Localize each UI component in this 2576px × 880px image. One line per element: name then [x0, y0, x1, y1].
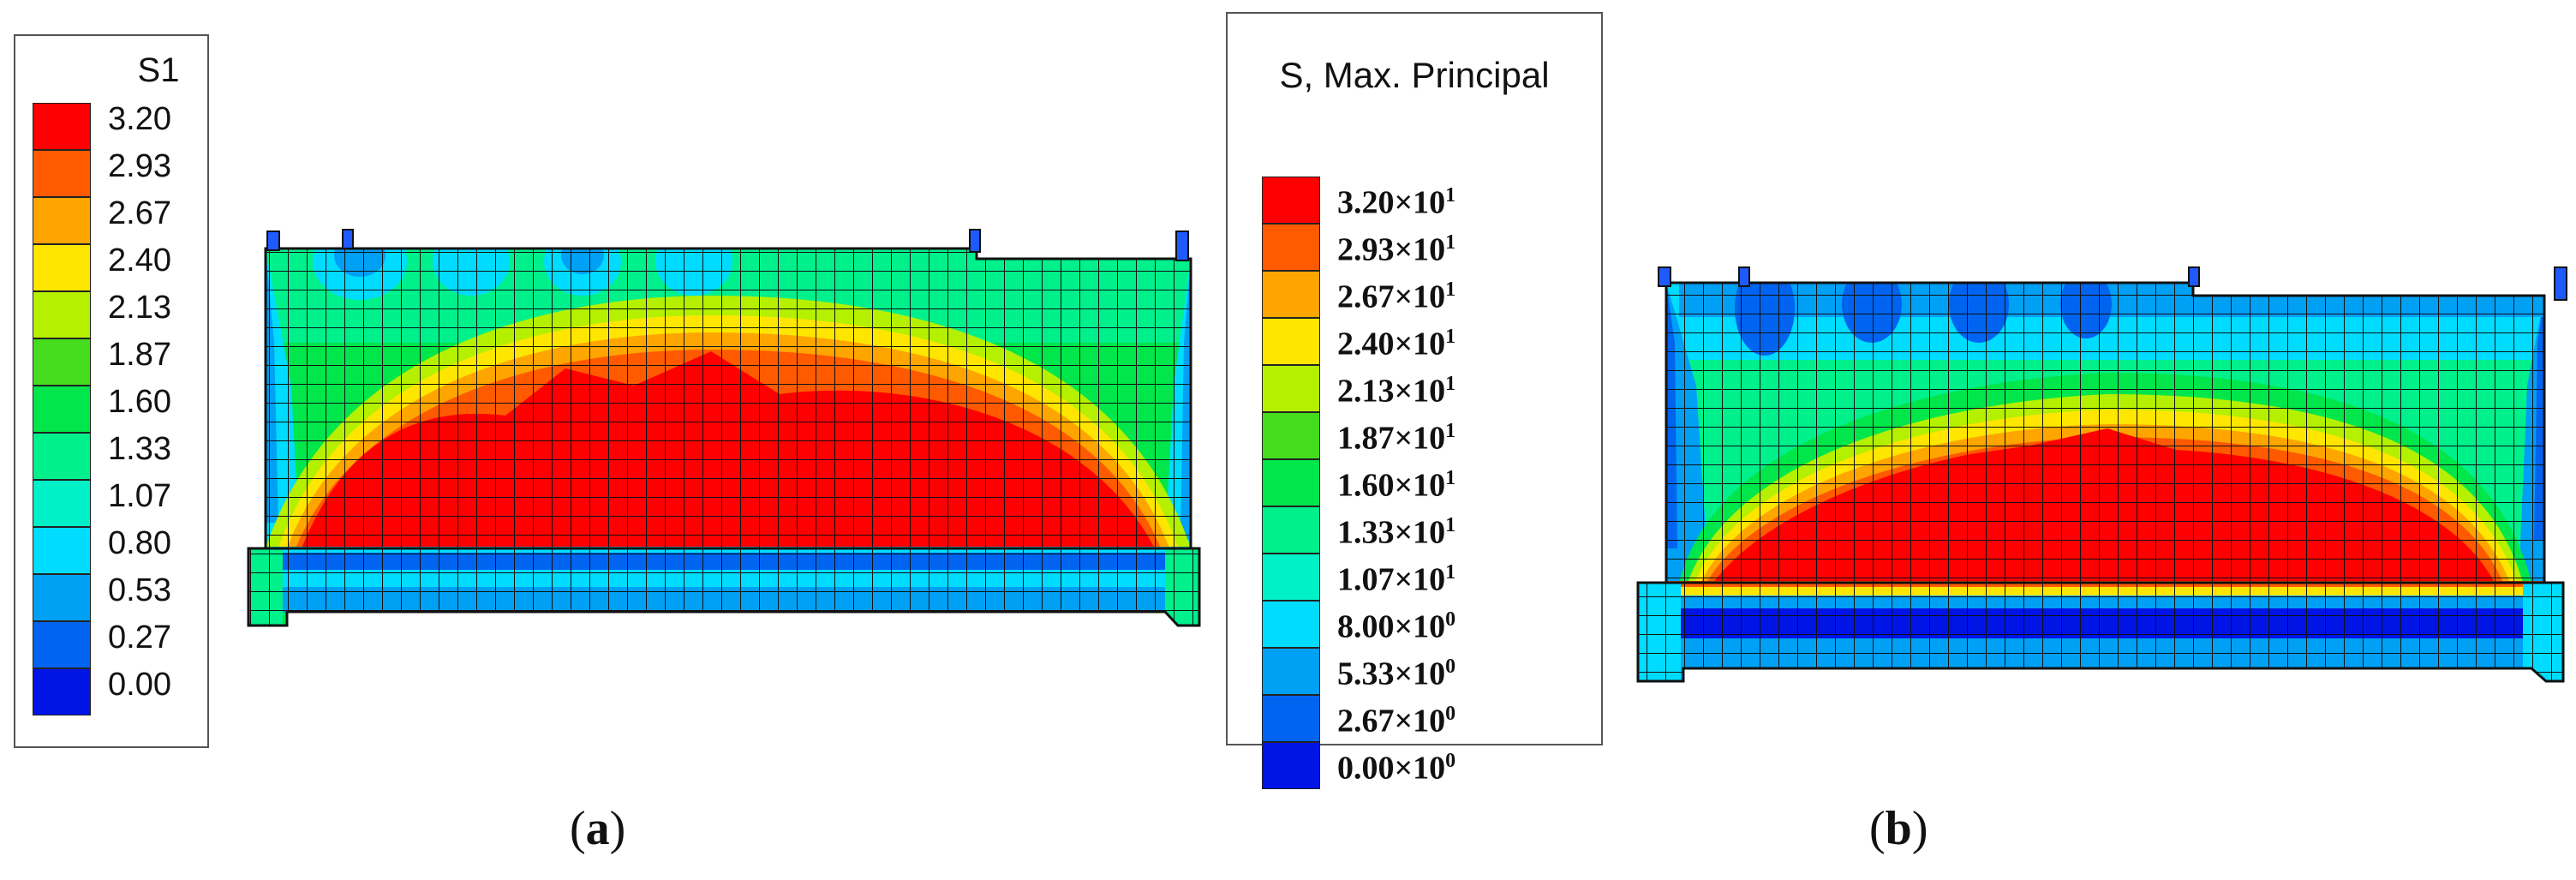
caption-a-close: ): [609, 802, 626, 855]
caption-a: (a): [570, 801, 625, 856]
legend-b-tick-label: 1.87×101: [1337, 420, 1456, 457]
legend-a-tick-label: 0.00: [108, 667, 171, 703]
legend-b-swatch: [1262, 554, 1320, 601]
legend-a-swatch: [33, 150, 91, 197]
legend-b-tick-label: 1.60×101: [1337, 467, 1456, 504]
legend-a-tick-label: 2.40: [108, 242, 171, 278]
legend-a-tick-label: 1.33: [108, 431, 171, 467]
legend-b-tick-label: 2.67×100: [1337, 703, 1456, 739]
legend-a-swatch: [33, 291, 91, 338]
legend-a-tick-label: 0.80: [108, 525, 171, 561]
legend-b-swatch: [1262, 506, 1320, 554]
caption-b-letter: b: [1885, 802, 1912, 855]
legend-b-swatch: [1262, 224, 1320, 271]
legend-b-title: S, Max. Principal: [1279, 55, 1550, 95]
legend-b-tick-label: 2.93×101: [1337, 231, 1456, 268]
legend-b-tick-label: 3.20×101: [1337, 184, 1456, 221]
legend-b-tick-label: 0.00×100: [1337, 750, 1456, 787]
legend-b-swatch: [1262, 271, 1320, 318]
legend-a-swatch: [33, 386, 91, 433]
legend-a-tick-label: 3.20: [108, 101, 171, 137]
legend-a-swatch: [33, 527, 91, 574]
legend-a-swatch: [33, 621, 91, 668]
caption-a-open: (: [570, 802, 586, 855]
legend-a-swatch: [33, 103, 91, 150]
legend-b-swatch: [1262, 177, 1320, 224]
legend-b-tick-label: 8.00×100: [1337, 608, 1456, 645]
legend-b-tick-label: 1.07×101: [1337, 561, 1456, 598]
legend-b-tick-label: 2.40×101: [1337, 326, 1456, 362]
legend-b-swatch: [1262, 365, 1320, 412]
caption-b: (b): [1869, 801, 1928, 856]
legend-a-swatch: [33, 668, 91, 715]
legend-b-swatch: [1262, 318, 1320, 365]
legend-b-tick-label: 2.67×101: [1337, 278, 1456, 315]
legend-a-tick-label: 2.67: [108, 195, 171, 231]
legend-a: S1 3.20 2.93 2.67 2.40 2.13 1.87 1.60 1.33 1.07 0…: [14, 34, 209, 748]
legend-a-tick-label: 1.87: [108, 337, 171, 373]
legend-b-swatch: [1262, 412, 1320, 459]
legend-a-swatch: [33, 574, 91, 621]
caption-b-close: ): [1911, 802, 1928, 855]
legend-b-tick-label: 2.13×101: [1337, 373, 1456, 410]
legend-a-title: S1: [137, 51, 180, 89]
legend-a-tick-label: 2.93: [108, 148, 171, 184]
legend-a-swatch: [33, 480, 91, 527]
legend-b-swatch: [1262, 648, 1320, 695]
contour-plot-a: [247, 229, 1201, 627]
caption-b-open: (: [1869, 802, 1886, 855]
legend-a-tick-label: 2.13: [108, 290, 171, 326]
legend-b-swatch: [1262, 459, 1320, 506]
legend-b: S, Max. Principal 3.20×101 2.93×101 2.67×1…: [1226, 12, 1603, 789]
legend-b-tick-label: 5.33×100: [1337, 656, 1456, 692]
legend-a-tick-label: 1.60: [108, 384, 171, 420]
legend-a-swatch: [33, 338, 91, 386]
caption-a-letter: a: [585, 802, 610, 855]
legend-b-swatch: [1262, 695, 1320, 742]
legend-a-tick-label: 0.53: [108, 572, 171, 608]
legend-b-swatch: [1262, 742, 1320, 789]
legend-a-swatch: [33, 244, 91, 291]
legend-a-swatch: [33, 197, 91, 244]
legend-a-swatch: [33, 433, 91, 480]
legend-a-tick-label: 0.27: [108, 620, 171, 656]
legend-b-tick-label: 1.33×101: [1337, 514, 1456, 551]
legend-a-tick-label: 1.07: [108, 478, 171, 514]
legend-b-swatch: [1262, 601, 1320, 648]
contour-plot-b: [1636, 266, 2567, 683]
